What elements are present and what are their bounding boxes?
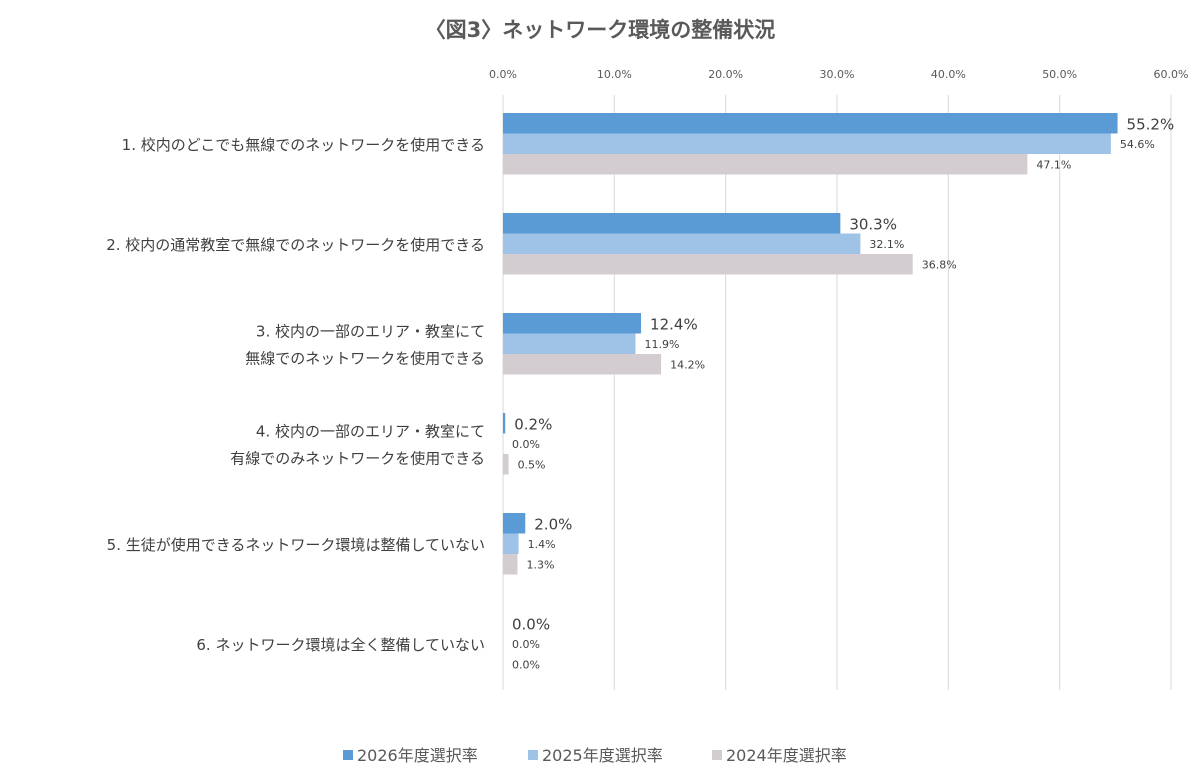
bar	[503, 233, 861, 254]
bar	[503, 354, 662, 375]
bar	[503, 113, 1118, 134]
chart-title: 〈図3〉ネットワーク環境の整備状況	[425, 18, 776, 42]
bar	[503, 133, 1111, 154]
category-label: 1. 校内のどこでも無線でのネットワークを使用できる	[122, 136, 485, 154]
data-label: 11.9%	[644, 338, 679, 351]
data-label: 0.0%	[512, 638, 540, 651]
x-tick-label: 60.0%	[1154, 68, 1189, 81]
bar	[503, 313, 642, 334]
category-label: 無線でのネットワークを使用できる	[245, 349, 485, 367]
bar	[503, 154, 1028, 175]
bar	[503, 554, 518, 575]
category-label: 6. ネットワーク環境は全く整備していない	[196, 636, 485, 654]
data-label: 0.2%	[514, 415, 552, 433]
data-label: 1.3%	[526, 558, 554, 571]
category-labels: 1. 校内のどこでも無線でのネットワークを使用できる 2. 校内の通常教室で無線で…	[106, 136, 485, 654]
legend-swatch	[343, 750, 353, 760]
legend-swatch	[528, 750, 538, 760]
data-label: 2.0%	[534, 515, 572, 533]
data-label: 0.0%	[512, 615, 550, 633]
x-tick-label: 10.0%	[597, 68, 632, 81]
legend-swatch	[712, 750, 722, 760]
legend-label: 2026年度選択率	[357, 746, 478, 765]
gridlines	[502, 95, 1172, 690]
data-label: 12.4%	[650, 315, 698, 333]
data-label: 47.1%	[1036, 158, 1071, 171]
x-tick-label: 0.0%	[489, 68, 517, 81]
bar	[503, 533, 519, 554]
bar	[503, 454, 509, 475]
bar	[503, 413, 506, 434]
data-label: 14.2%	[670, 358, 705, 371]
legend-label: 2024年度選択率	[726, 746, 847, 765]
bars: 55.2% 54.6% 47.1% 30.3% 32.1% 36.8% 12.4% 11.9%…	[503, 113, 1174, 671]
category-label: 2. 校内の通常教室で無線でのネットワークを使用できる	[106, 236, 485, 254]
legend-label: 2025年度選択率	[542, 746, 663, 765]
data-label: 54.6%	[1120, 138, 1155, 151]
x-tick-label: 20.0%	[708, 68, 743, 81]
bar	[503, 513, 526, 534]
data-label: 0.0%	[512, 438, 540, 451]
category-label: 4. 校内の一部のエリア・教室にて	[256, 422, 485, 440]
data-label: 55.2%	[1127, 115, 1175, 133]
category-label: 3. 校内の一部のエリア・教室にて	[256, 322, 485, 340]
data-label: 32.1%	[869, 238, 904, 251]
data-label: 36.8%	[922, 258, 957, 271]
x-tick-label: 30.0%	[820, 68, 855, 81]
legend: 2026年度選択率 2025年度選択率 2024年度選択率	[343, 746, 847, 765]
x-tick-label: 50.0%	[1042, 68, 1077, 81]
bar	[503, 213, 841, 234]
data-label: 0.0%	[512, 658, 540, 671]
category-label: 5. 生徒が使用できるネットワーク環境は整備していない	[107, 536, 485, 554]
x-axis-ticks: 0.0% 10.0% 20.0% 30.0% 40.0% 50.0% 60.0%	[489, 68, 1188, 81]
category-label: 有線でのみネットワークを使用できる	[230, 449, 485, 467]
data-label: 0.5%	[518, 458, 546, 471]
data-label: 1.4%	[528, 538, 556, 551]
bar	[503, 254, 913, 275]
data-label: 30.3%	[849, 215, 897, 233]
bar	[503, 333, 636, 354]
x-tick-label: 40.0%	[931, 68, 966, 81]
